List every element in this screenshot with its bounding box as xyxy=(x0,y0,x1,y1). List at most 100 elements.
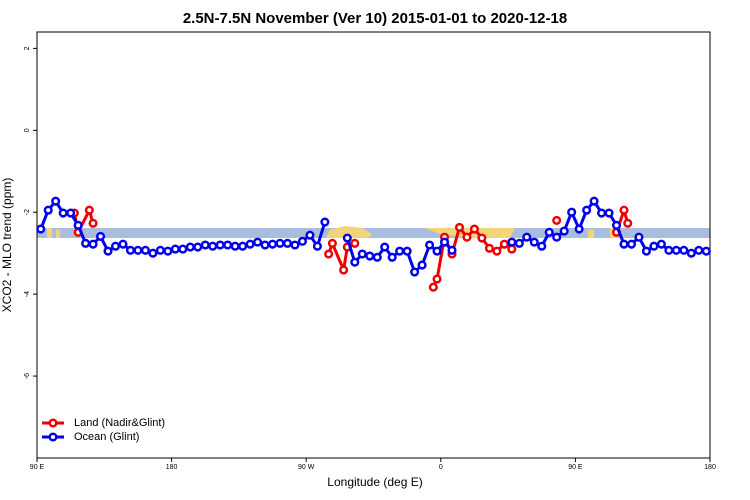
legend-label: Land (Nadir&Glint) xyxy=(74,417,165,429)
point xyxy=(350,238,360,248)
point xyxy=(230,241,240,251)
point xyxy=(611,220,622,230)
point xyxy=(253,237,263,247)
point xyxy=(597,208,607,218)
point xyxy=(439,237,450,247)
point xyxy=(634,232,644,242)
x-tick-label: 90 E xyxy=(30,464,45,471)
point xyxy=(260,240,270,250)
point xyxy=(290,240,300,250)
point xyxy=(73,220,83,230)
point xyxy=(36,224,46,234)
point xyxy=(380,242,390,252)
point xyxy=(567,207,577,217)
point xyxy=(51,196,61,206)
legend-swatch-marker xyxy=(48,418,58,428)
point xyxy=(275,238,285,248)
point xyxy=(619,205,629,215)
point xyxy=(410,267,420,277)
point xyxy=(649,241,659,251)
point xyxy=(477,233,487,243)
point xyxy=(148,248,158,258)
y-tick-label: 2 xyxy=(24,46,31,50)
point xyxy=(170,244,180,254)
chart-title: 2.5N-7.5N November (Ver 10) 2015-01-01 t… xyxy=(183,10,567,27)
point xyxy=(125,245,136,255)
plot-frame xyxy=(36,31,711,459)
point xyxy=(118,239,128,249)
y-tick-label: 0 xyxy=(24,128,31,132)
point xyxy=(529,237,539,247)
x-tick-label: 90 W xyxy=(298,464,315,471)
point xyxy=(305,230,315,240)
point xyxy=(245,239,255,249)
point xyxy=(604,208,614,218)
point xyxy=(507,244,517,254)
point xyxy=(133,245,143,255)
point xyxy=(507,237,517,247)
point xyxy=(58,208,68,218)
point xyxy=(372,252,382,262)
point xyxy=(282,238,293,248)
y-tick-label: -2 xyxy=(24,209,31,215)
x-tick-label: 90 E xyxy=(568,464,583,471)
y-tick-label: -6 xyxy=(24,373,31,379)
point xyxy=(178,244,188,254)
point xyxy=(402,246,412,256)
point xyxy=(350,257,360,267)
point xyxy=(582,205,592,215)
point xyxy=(454,222,465,232)
point xyxy=(395,246,405,256)
point xyxy=(544,227,554,237)
point xyxy=(425,240,435,250)
point xyxy=(200,240,210,250)
point xyxy=(499,239,509,249)
point xyxy=(701,246,711,256)
point xyxy=(342,233,352,243)
x-tick-label: 180 xyxy=(166,464,178,471)
point xyxy=(43,205,53,215)
point xyxy=(96,231,106,241)
y-tick-label: -4 xyxy=(24,291,31,297)
point xyxy=(103,246,113,256)
point xyxy=(268,239,278,249)
point xyxy=(559,226,569,236)
point xyxy=(537,241,547,251)
point xyxy=(432,246,442,256)
point xyxy=(66,208,76,218)
point xyxy=(619,239,629,249)
point xyxy=(574,224,584,234)
point xyxy=(155,245,165,255)
point xyxy=(88,218,98,228)
point xyxy=(656,239,666,249)
point xyxy=(462,232,472,242)
point xyxy=(365,251,375,261)
point xyxy=(679,245,689,255)
point xyxy=(671,245,681,255)
point xyxy=(208,241,218,251)
x-axis-label: Longitude (deg E) xyxy=(327,475,422,489)
point xyxy=(81,238,91,248)
point xyxy=(312,241,322,251)
point xyxy=(484,243,494,253)
point xyxy=(387,252,397,262)
point xyxy=(552,232,562,242)
point xyxy=(110,241,121,251)
point xyxy=(327,238,337,248)
point xyxy=(552,215,562,225)
y-axis-label: XCO2 - MLO trend (ppm) xyxy=(0,178,14,313)
point xyxy=(492,246,502,256)
x-tick-label: 0 xyxy=(439,464,443,471)
surface-strip xyxy=(37,226,710,238)
point xyxy=(469,224,480,234)
point xyxy=(694,245,704,255)
point xyxy=(589,196,599,206)
x-tick-label: 180 xyxy=(704,464,716,471)
point xyxy=(215,240,225,250)
point xyxy=(320,217,330,227)
point xyxy=(324,249,334,259)
point xyxy=(686,248,696,258)
point xyxy=(514,238,524,248)
point xyxy=(163,246,173,256)
